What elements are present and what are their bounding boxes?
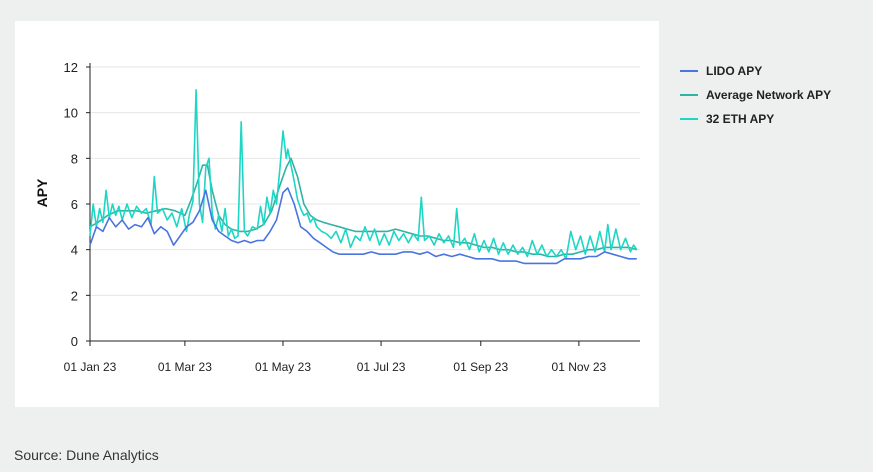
series-lines bbox=[89, 89, 638, 265]
axes: 0 2 4 6 8 10 12 01 Jan 23 01 Mar 23 01 May 23 01 J… bbox=[64, 60, 640, 374]
y-tick-label: 10 bbox=[64, 106, 78, 121]
y-tick-label: 6 bbox=[71, 197, 78, 212]
legend-label: Average Network APY bbox=[706, 88, 832, 102]
y-tick-label: 0 bbox=[71, 334, 78, 349]
series-line-lido-apy bbox=[89, 187, 637, 265]
legend-item: LIDO APY bbox=[680, 59, 831, 83]
legend-swatch bbox=[680, 94, 698, 96]
source-note: Source: Dune Analytics bbox=[14, 447, 159, 463]
legend-item: Average Network APY bbox=[680, 83, 831, 107]
legend-swatch bbox=[680, 70, 698, 72]
chart-card: 0 2 4 6 8 10 12 01 Jan 23 01 Mar 23 01 May 23 01 J… bbox=[15, 21, 659, 407]
series-line-32-eth-apy bbox=[89, 89, 638, 260]
x-tick-label: 01 Mar 23 bbox=[158, 360, 212, 374]
y-tick-label: 12 bbox=[64, 60, 78, 75]
legend-label: 32 ETH APY bbox=[706, 112, 775, 126]
x-tick-label: 01 Nov 23 bbox=[552, 360, 607, 374]
grid-lines bbox=[90, 66, 640, 296]
x-tick-label: 01 Sep 23 bbox=[453, 360, 508, 374]
legend-label: LIDO APY bbox=[706, 64, 763, 78]
chart: 0 2 4 6 8 10 12 01 Jan 23 01 Mar 23 01 May 23 01 J… bbox=[34, 60, 640, 374]
series-line-average-network-apy bbox=[89, 157, 638, 258]
y-axis-label: APY bbox=[34, 178, 50, 207]
x-tick-label: 01 Jul 23 bbox=[357, 360, 406, 374]
y-tick-label: 4 bbox=[71, 243, 78, 258]
legend-swatch bbox=[680, 118, 698, 120]
legend-item: 32 ETH APY bbox=[680, 107, 831, 131]
y-tick-label: 2 bbox=[71, 288, 78, 303]
y-tick-label: 8 bbox=[71, 151, 78, 166]
legend: LIDO APY Average Network APY 32 ETH APY bbox=[680, 59, 831, 131]
x-tick-label: 01 May 23 bbox=[255, 360, 311, 374]
x-tick-label: 01 Jan 23 bbox=[64, 360, 117, 374]
